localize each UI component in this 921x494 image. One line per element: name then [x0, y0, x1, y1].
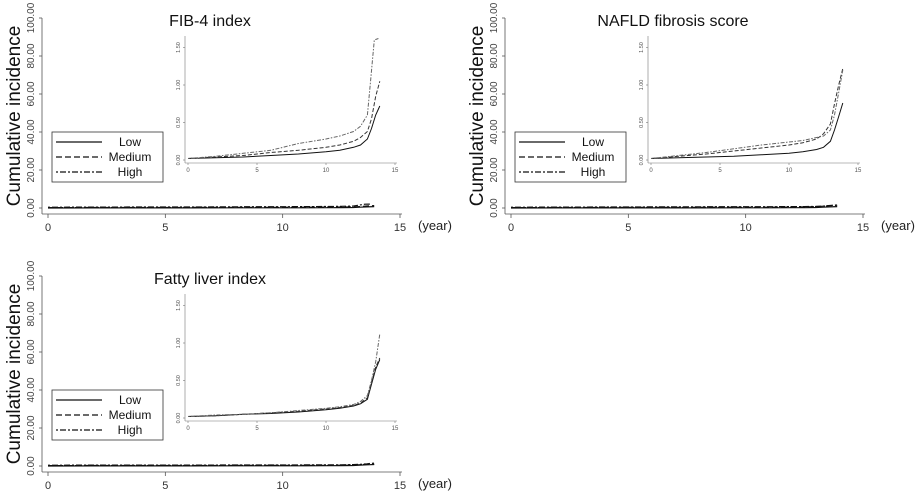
x-tick-label: 5	[162, 480, 168, 492]
inset-y-tick-label: 1.00	[639, 80, 645, 91]
inset-y-tick-label: 0.50	[176, 117, 182, 128]
inset-y-tick-label: 0.50	[639, 117, 645, 128]
y-tick-label: 20.00	[489, 157, 500, 182]
y-tick-label: 80.00	[489, 43, 500, 68]
inset-y-tick-label: 1.50	[176, 42, 182, 53]
inset-series-line-high	[187, 333, 381, 417]
chart-title: NAFLD fibrosis score	[597, 13, 748, 30]
y-tick-label: 0.00	[489, 198, 500, 218]
inset-series-line-high	[650, 69, 844, 159]
inset-y-tick-label: 0.00	[176, 413, 182, 424]
y-tick-label: 60.00	[26, 81, 37, 106]
y-tick-label: 20.00	[26, 415, 37, 440]
series-line-high	[510, 204, 838, 208]
y-tick-label: 0.00	[26, 198, 37, 218]
inset-background	[174, 290, 401, 434]
legend-label: High	[118, 165, 143, 179]
y-tick-label: 60.00	[489, 81, 500, 106]
x-tick-label: 10	[277, 480, 289, 492]
legend-label: Medium	[109, 408, 152, 422]
inset-y-tick-label: 0.50	[176, 375, 182, 386]
x-tick-label: 10	[740, 222, 752, 234]
inset-y-tick-label: 1.00	[176, 80, 182, 91]
inset-x-tick-label: 15	[392, 426, 399, 432]
y-tick-label: 80.00	[26, 301, 37, 326]
y-tick-label: 100.00	[489, 2, 500, 33]
inset-y-tick-label: 1.00	[176, 338, 182, 349]
inset-x-tick-label: 0	[649, 168, 653, 174]
legend-label: Low	[119, 393, 141, 407]
inset-background	[174, 32, 401, 176]
inset-y-tick-label: 1.50	[639, 42, 645, 53]
y-tick-label: 100.00	[26, 2, 37, 33]
x-tick-label: 10	[277, 222, 289, 234]
inset-y-tick-label: 0.00	[176, 155, 182, 166]
legend-label: Low	[119, 135, 141, 149]
inset-y-tick-label: 1.50	[176, 300, 182, 311]
inset-series-line-medium	[187, 81, 381, 159]
series-line-high	[47, 203, 372, 208]
inset-series-line-low	[650, 102, 844, 159]
y-tick-label: 60.00	[26, 339, 37, 364]
x-axis-unit: (year)	[881, 218, 915, 233]
y-tick-label: 80.00	[26, 43, 37, 68]
inset-x-tick-label: 15	[855, 168, 862, 174]
legend-label: Low	[582, 135, 604, 149]
inset-x-tick-label: 0	[186, 168, 190, 174]
inset-series-line-low	[187, 105, 381, 159]
x-tick-label: 15	[394, 480, 406, 492]
x-tick-label: 5	[162, 222, 168, 234]
inset-x-tick-label: 10	[323, 168, 330, 174]
chart-title: Fatty liver index	[154, 271, 266, 288]
x-tick-label: 0	[45, 222, 51, 234]
inset-panel: 0.00 0.50 1.00 1.50 0 5 10 15	[174, 290, 401, 434]
inset-x-tick-label: 5	[255, 168, 259, 174]
inset-y-tick-label: 0.00	[639, 155, 645, 166]
x-axis-unit: (year)	[418, 218, 452, 233]
inset-x-tick-label: 10	[786, 168, 793, 174]
inset-x-tick-label: 5	[255, 426, 259, 432]
inset-x-tick-label: 15	[392, 168, 399, 174]
y-tick-label: 40.00	[489, 119, 500, 144]
inset-x-tick-label: 5	[718, 168, 722, 174]
x-tick-label: 0	[45, 480, 51, 492]
y-axis-label: Cumulative incidence	[4, 284, 25, 465]
y-axis-label: Cumulative incidence	[467, 26, 488, 207]
y-tick-label: 40.00	[26, 377, 37, 402]
inset-panel: 0.00 0.50 1.00 1.50 0 5 10 15	[637, 32, 864, 176]
x-tick-label: 5	[625, 222, 631, 234]
y-tick-label: 100.00	[26, 260, 37, 291]
legend-label: Medium	[109, 150, 152, 164]
x-tick-label: 15	[394, 222, 406, 234]
y-tick-label: 20.00	[26, 157, 37, 182]
inset-background	[637, 32, 864, 176]
inset-panel: 0.00 0.50 1.00 1.50 0 5 10 15	[174, 32, 401, 176]
legend-label: Medium	[572, 150, 615, 164]
series-line-high	[47, 462, 375, 466]
inset-x-tick-label: 10	[323, 426, 330, 432]
inset-series-line-medium	[650, 68, 844, 159]
x-tick-label: 15	[857, 222, 869, 234]
y-tick-label: 40.00	[26, 119, 37, 144]
y-axis-label: Cumulative incidence	[4, 26, 25, 207]
y-tick-label: 0.00	[26, 456, 37, 476]
x-tick-label: 0	[508, 222, 514, 234]
chart-title: FIB-4 index	[169, 13, 251, 30]
legend-label: High	[581, 165, 606, 179]
inset-x-tick-label: 0	[186, 426, 190, 432]
inset-series-line-high	[187, 38, 379, 159]
x-axis-unit: (year)	[418, 476, 452, 491]
legend-label: High	[118, 423, 143, 437]
